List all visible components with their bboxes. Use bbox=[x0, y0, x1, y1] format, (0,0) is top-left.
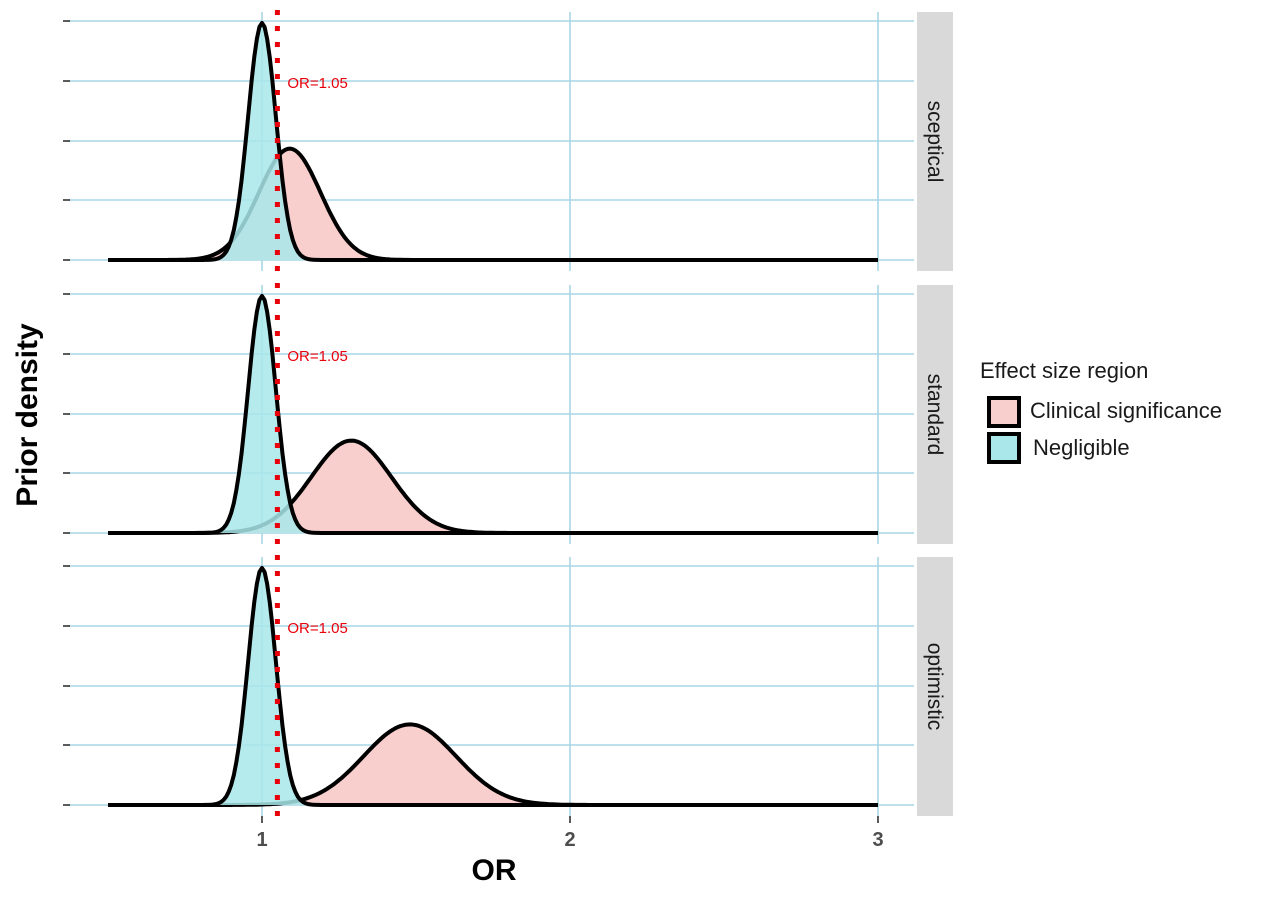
legend-title: Effect size region bbox=[980, 358, 1148, 383]
panel-optimistic: OR=1.05 optimistic bbox=[63, 555, 953, 816]
density-line-negligible bbox=[108, 21, 878, 262]
facet-strip-label: optimistic bbox=[923, 643, 946, 731]
reference-label: OR=1.05 bbox=[287, 620, 347, 637]
legend-label-negligible: Negligible bbox=[1033, 435, 1130, 460]
density-area-negligible bbox=[108, 568, 878, 805]
facet-strip bbox=[917, 285, 953, 544]
reference-label: OR=1.05 bbox=[287, 75, 347, 92]
legend-swatch-clinical bbox=[987, 396, 1021, 428]
facet-strip bbox=[917, 12, 953, 271]
density-area-clinical bbox=[108, 724, 878, 805]
panel-sceptical: OR=1.05 sceptical bbox=[63, 10, 953, 271]
legend-label-clinical: Clinical significance bbox=[1030, 398, 1222, 423]
x-tick-label: 2 bbox=[564, 829, 575, 851]
panel-standard: OR=1.05 standard bbox=[63, 283, 953, 544]
x-tick-label: 3 bbox=[872, 829, 883, 851]
facet-strip-label: sceptical bbox=[923, 101, 946, 183]
density-area-negligible bbox=[108, 296, 878, 533]
density-area-negligible bbox=[108, 23, 878, 260]
reference-label: OR=1.05 bbox=[287, 348, 347, 365]
panels: OR=1.05 sceptical OR=1.05 standard OR=1.05 op… bbox=[63, 10, 953, 816]
legend-swatch-negligible bbox=[987, 432, 1021, 464]
facet-strip bbox=[917, 557, 953, 816]
density-line-clinical bbox=[108, 146, 878, 262]
y-axis-title: Prior density bbox=[11, 323, 44, 507]
density-line-clinical bbox=[108, 438, 878, 535]
density-line-negligible bbox=[108, 294, 878, 535]
density-line-negligible bbox=[108, 566, 878, 807]
legend: Effect size region Clinical significance… bbox=[980, 358, 1222, 464]
density-area-clinical bbox=[108, 440, 878, 533]
facet-strip-label: standard bbox=[923, 374, 946, 456]
density-area-clinical bbox=[108, 148, 878, 260]
x-tick-label: 1 bbox=[256, 829, 267, 851]
x-axis: 1 2 3 bbox=[256, 816, 884, 851]
x-axis-title: OR bbox=[472, 854, 517, 887]
